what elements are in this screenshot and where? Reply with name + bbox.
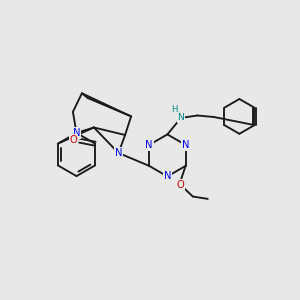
Text: H: H [171,105,178,114]
Text: N: N [73,128,80,138]
Text: O: O [70,135,77,145]
Text: N: N [115,148,122,158]
Text: O: O [176,179,184,190]
Text: N: N [146,140,153,150]
Text: N: N [164,171,171,182]
Text: N: N [182,140,189,150]
Text: N: N [178,113,184,122]
